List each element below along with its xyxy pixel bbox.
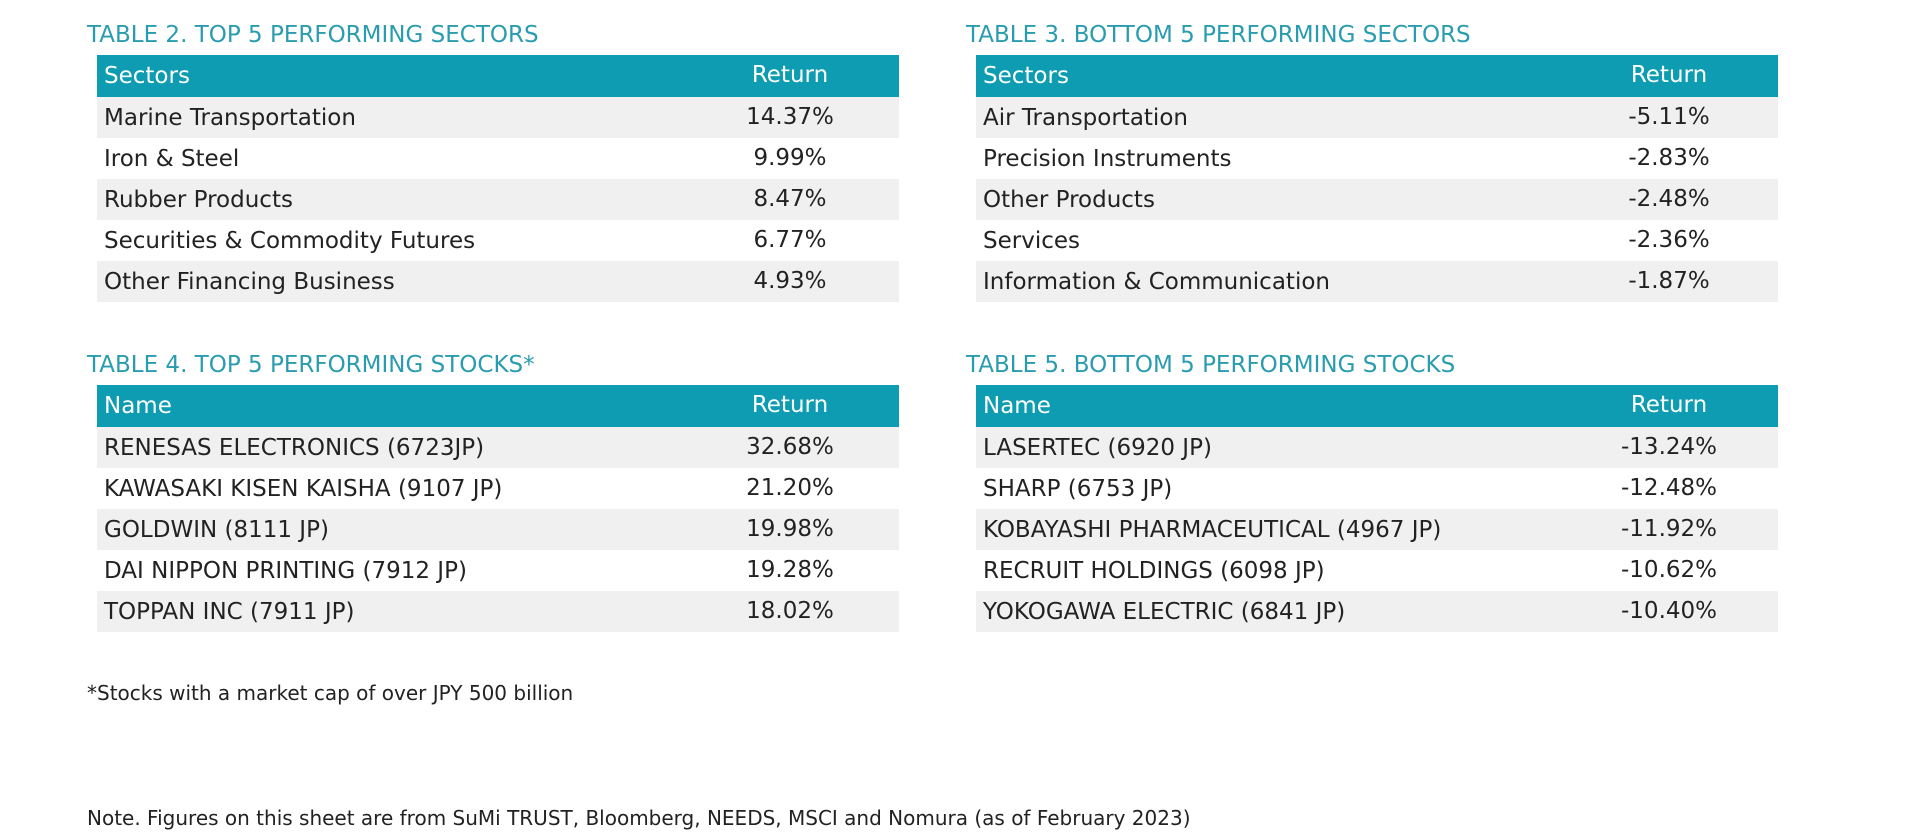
cell: RENESAS ELECTRONICS (6723JP) xyxy=(104,435,485,461)
cell: YOKOGAWA ELECTRIC (6841 JP) xyxy=(983,599,1346,625)
header-row: Sectors Return xyxy=(97,55,899,97)
header-cell: Sectors xyxy=(983,63,1069,89)
table-row: LASERTEC (6920 JP) -13.24% xyxy=(976,427,1778,468)
cell: Services xyxy=(983,228,1080,254)
cell: Rubber Products xyxy=(104,187,293,213)
header-cell: Sectors xyxy=(104,63,190,89)
table-row: DAI NIPPON PRINTING (7912 JP) 19.28% xyxy=(97,550,899,591)
table-row: KAWASAKI KISEN KAISHA (9107 JP) 21.20% xyxy=(97,468,899,509)
table: Sectors Return Marine Transportation 14.37%… xyxy=(97,55,899,302)
table-title: TABLE 5. BOTTOM 5 PERFORMING STOCKS xyxy=(966,352,1456,378)
cell: Air Transportation xyxy=(983,105,1188,131)
cell: 4.93% xyxy=(753,268,827,294)
table-row: Rubber Products 8.47% xyxy=(97,179,899,220)
cell: Securities & Commodity Futures xyxy=(104,228,476,254)
table-row: Securities & Commodity Futures 6.77% xyxy=(97,220,899,261)
table-row: Services -2.36% xyxy=(976,220,1778,261)
table-row: Other Financing Business 4.93% xyxy=(97,261,899,302)
cell: -12.48% xyxy=(1621,475,1717,501)
cell: -1.87% xyxy=(1628,268,1710,294)
cell: 8.47% xyxy=(753,186,827,212)
table: Sectors Return Air Transportation -5.11% Pre… xyxy=(976,55,1778,302)
cell: Precision Instruments xyxy=(983,146,1232,172)
header-row: Sectors Return xyxy=(976,55,1778,97)
table-row: RECRUIT HOLDINGS (6098 JP) -10.62% xyxy=(976,550,1778,591)
table-row: Iron & Steel 9.99% xyxy=(97,138,899,179)
table: Name Return LASERTEC (6920 JP) -13.24% SHARP… xyxy=(976,385,1778,632)
cell: 19.98% xyxy=(746,516,834,542)
cell: 21.20% xyxy=(746,475,834,501)
cell: LASERTEC (6920 JP) xyxy=(983,435,1212,461)
cell: -10.62% xyxy=(1621,557,1717,583)
cell: -2.36% xyxy=(1628,227,1710,253)
cell: -2.48% xyxy=(1628,186,1710,212)
cell: GOLDWIN (8111 JP) xyxy=(104,517,329,543)
cell: -11.92% xyxy=(1621,516,1717,542)
cell: SHARP (6753 JP) xyxy=(983,476,1173,502)
note: Note. Figures on this sheet are from SuM… xyxy=(87,806,1191,830)
cell: Information & Communication xyxy=(983,269,1330,295)
table-row: GOLDWIN (8111 JP) 19.98% xyxy=(97,509,899,550)
cell: TOPPAN INC (7911 JP) xyxy=(104,599,355,625)
cell: -2.83% xyxy=(1628,145,1710,171)
cell: Other Products xyxy=(983,187,1155,213)
table-row: YOKOGAWA ELECTRIC (6841 JP) -10.40% xyxy=(976,591,1778,632)
table: Name Return RENESAS ELECTRONICS (6723JP) 32… xyxy=(97,385,899,632)
table-title: TABLE 4. TOP 5 PERFORMING STOCKS* xyxy=(87,352,535,378)
table-row: Marine Transportation 14.37% xyxy=(97,97,899,138)
cell: 18.02% xyxy=(746,598,834,624)
header-cell: Return xyxy=(751,62,829,88)
cell: KOBAYASHI PHARMACEUTICAL (4967 JP) xyxy=(983,517,1442,543)
table-title: TABLE 3. BOTTOM 5 PERFORMING SECTORS xyxy=(966,22,1471,48)
footnote: *Stocks with a market cap of over JPY 50… xyxy=(87,681,574,705)
table-row: Precision Instruments -2.83% xyxy=(976,138,1778,179)
table-row: SHARP (6753 JP) -12.48% xyxy=(976,468,1778,509)
header-row: Name Return xyxy=(976,385,1778,427)
cell: Marine Transportation xyxy=(104,105,356,131)
cell: RECRUIT HOLDINGS (6098 JP) xyxy=(983,558,1325,584)
cell: Other Financing Business xyxy=(104,269,395,295)
table-row: Air Transportation -5.11% xyxy=(976,97,1778,138)
table-row: Information & Communication -1.87% xyxy=(976,261,1778,302)
header-row: Name Return xyxy=(97,385,899,427)
cell: 14.37% xyxy=(746,104,834,130)
cell: DAI NIPPON PRINTING (7912 JP) xyxy=(104,558,467,584)
cell: 9.99% xyxy=(753,145,827,171)
table-row: RENESAS ELECTRONICS (6723JP) 32.68% xyxy=(97,427,899,468)
cell: Iron & Steel xyxy=(104,146,240,172)
table-row: KOBAYASHI PHARMACEUTICAL (4967 JP) -11.92… xyxy=(976,509,1778,550)
cell: -5.11% xyxy=(1628,104,1710,130)
cell: 6.77% xyxy=(753,227,827,253)
header-cell: Name xyxy=(104,393,172,419)
table-title: TABLE 2. TOP 5 PERFORMING SECTORS xyxy=(87,22,539,48)
table-row: TOPPAN INC (7911 JP) 18.02% xyxy=(97,591,899,632)
cell: 19.28% xyxy=(746,557,834,583)
cell: KAWASAKI KISEN KAISHA (9107 JP) xyxy=(104,476,503,502)
header-cell: Name xyxy=(983,393,1051,419)
table-row: Other Products -2.48% xyxy=(976,179,1778,220)
cell: -13.24% xyxy=(1621,434,1717,460)
cell: 32.68% xyxy=(746,434,834,460)
cell: -10.40% xyxy=(1621,598,1717,624)
header-cell: Return xyxy=(751,392,829,418)
header-cell: Return xyxy=(1630,392,1708,418)
header-cell: Return xyxy=(1630,62,1708,88)
